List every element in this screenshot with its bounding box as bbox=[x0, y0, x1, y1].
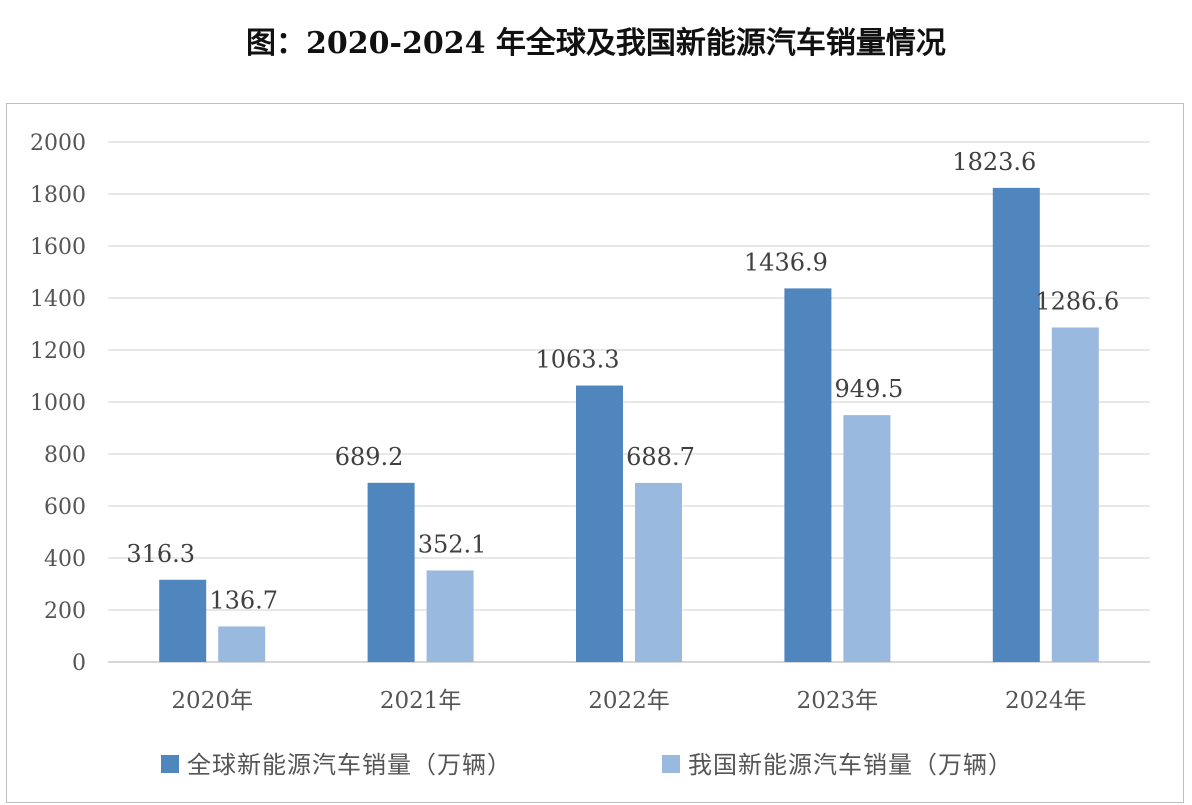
x-tick-label: 2021年 bbox=[380, 688, 462, 714]
x-tick-label: 2022年 bbox=[588, 688, 670, 714]
data-label-china-0: 136.7 bbox=[209, 586, 278, 614]
y-tick-label: 400 bbox=[44, 547, 86, 572]
bar-china-4 bbox=[1051, 327, 1099, 662]
bar-global-0 bbox=[159, 579, 207, 662]
y-tick-label: 1200 bbox=[30, 339, 86, 364]
y-axis-ticks: 0 200 400 600 800 1000 1200 1400 1600 1800 2000 bbox=[30, 131, 86, 676]
bar-global-2 bbox=[576, 385, 623, 662]
data-label-china-3: 949.5 bbox=[835, 375, 904, 403]
x-tick-label: 2023年 bbox=[797, 688, 879, 714]
bar-global-1 bbox=[367, 482, 415, 662]
y-tick-label: 2000 bbox=[30, 131, 86, 156]
bar-china-2 bbox=[635, 482, 682, 662]
data-label-china-4: 1286.6 bbox=[1035, 287, 1119, 315]
y-tick-label: 1000 bbox=[30, 391, 86, 416]
legend-swatch bbox=[662, 755, 680, 773]
legend-label: 我国新能源汽车销量（万辆） bbox=[688, 751, 1013, 779]
chart-title: 图：2020-2024 年全球及我国新能源汽车销量情况 bbox=[246, 26, 946, 61]
y-tick-label: 0 bbox=[72, 651, 86, 676]
bars bbox=[159, 187, 1099, 662]
data-label-china-2: 688.7 bbox=[626, 443, 695, 471]
bar-global-3 bbox=[784, 288, 832, 662]
legend-label: 全球新能源汽车销量（万辆） bbox=[187, 751, 512, 779]
bar-china-1 bbox=[426, 570, 474, 662]
y-tick-label: 1600 bbox=[30, 235, 86, 260]
y-tick-label: 600 bbox=[44, 495, 86, 520]
x-tick-label: 2020年 bbox=[171, 688, 253, 714]
data-label-global-0: 316.3 bbox=[126, 540, 195, 568]
data-labels: 316.3 136.7 689.2 352.1 1063.3 688.7 1436.9 949… bbox=[126, 148, 1119, 615]
bar-china-0 bbox=[218, 626, 266, 662]
bar-china-3 bbox=[843, 415, 891, 662]
y-tick-label: 1800 bbox=[30, 183, 86, 208]
x-tick-label: 2024年 bbox=[1005, 688, 1087, 714]
bar-global-4 bbox=[992, 187, 1040, 662]
data-label-global-3: 1436.9 bbox=[744, 248, 828, 276]
legend-swatch bbox=[161, 755, 179, 773]
data-label-global-4: 1823.6 bbox=[952, 148, 1036, 176]
data-label-china-1: 352.1 bbox=[418, 530, 487, 558]
legend: 全球新能源汽车销量（万辆） 我国新能源汽车销量（万辆） bbox=[161, 751, 1013, 779]
y-tick-label: 1400 bbox=[30, 287, 86, 312]
x-axis-ticks: 2020年 2021年 2022年 2023年 2024年 bbox=[171, 688, 1086, 714]
grid-lines bbox=[108, 141, 1150, 663]
data-label-global-2: 1063.3 bbox=[536, 346, 620, 374]
data-label-global-1: 689.2 bbox=[335, 443, 404, 471]
y-tick-label: 800 bbox=[44, 443, 86, 468]
y-tick-label: 200 bbox=[44, 599, 86, 624]
